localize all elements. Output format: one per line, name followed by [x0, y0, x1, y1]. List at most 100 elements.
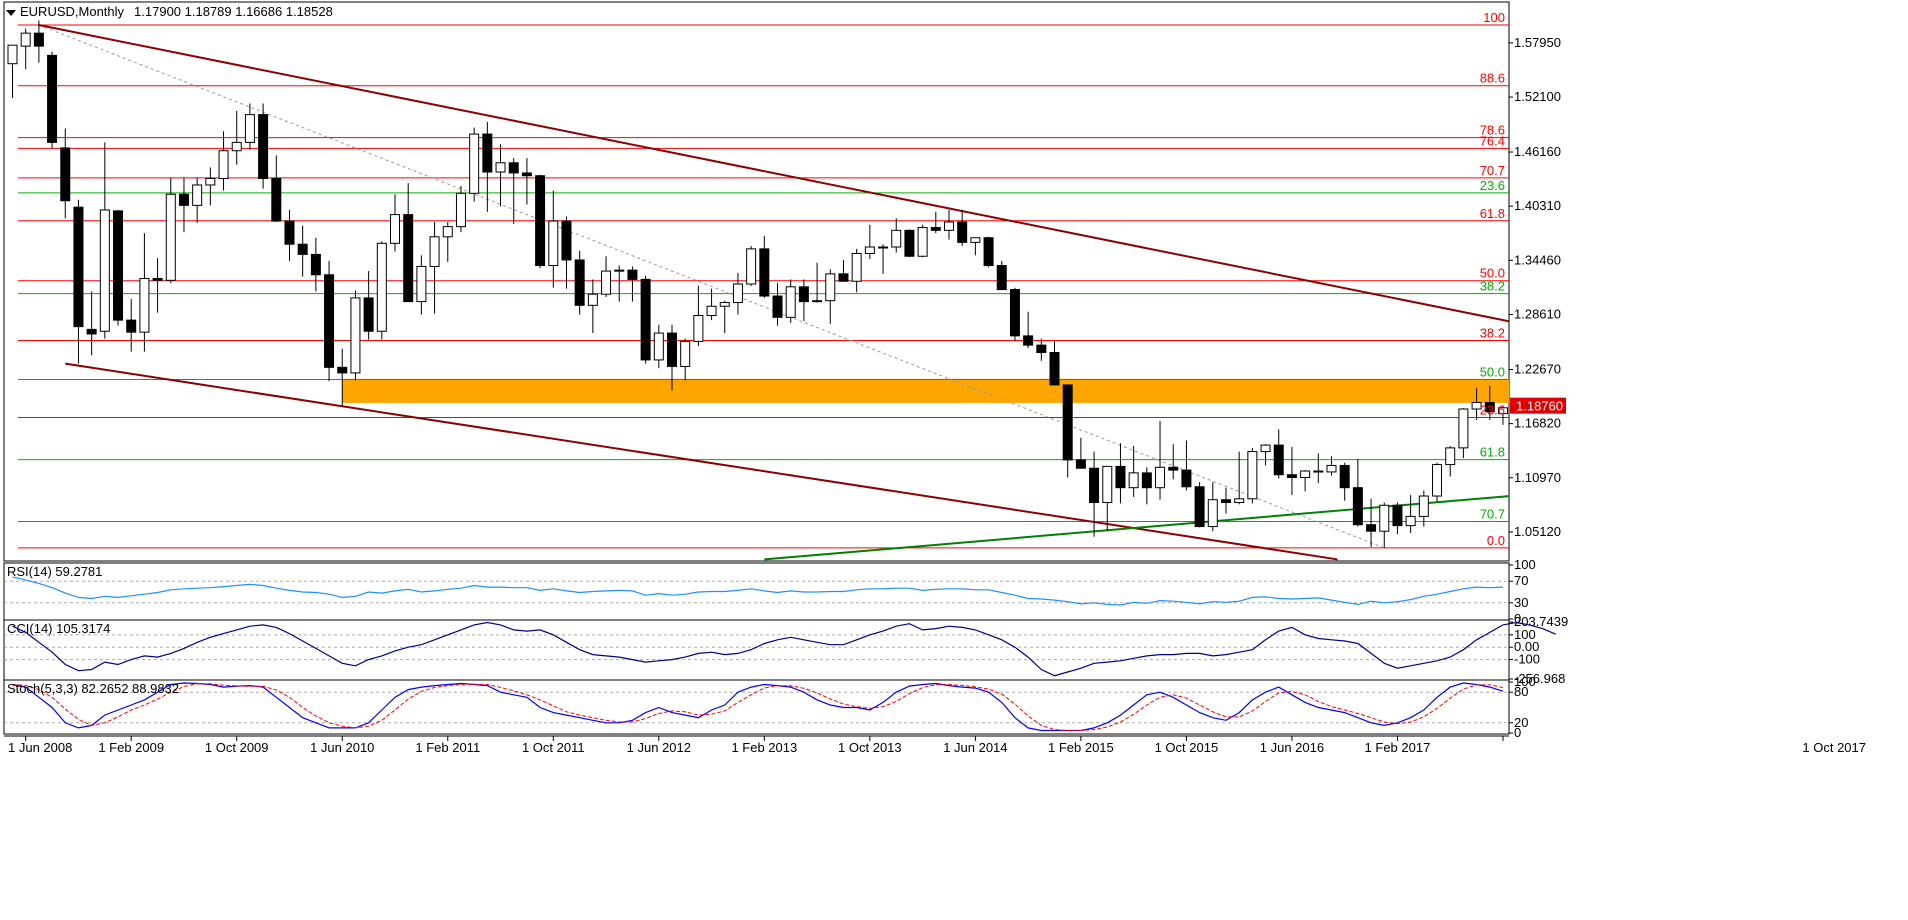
- candle-body: [1432, 464, 1443, 497]
- candle-body: [442, 226, 453, 238]
- fib-red-label: 23.6: [1480, 403, 1505, 418]
- candle-body: [878, 246, 889, 249]
- cci-line: [12, 621, 1556, 677]
- candle-body: [310, 253, 321, 276]
- cci-label: CCI(14) 105.3174: [7, 621, 110, 636]
- fib-green-label: 38.2: [1480, 279, 1505, 294]
- cci-tick-label: 203.7439: [1514, 614, 1568, 629]
- candle-body: [706, 305, 717, 317]
- candle-body: [1009, 289, 1020, 337]
- time-tick-label: 1 Oct 2009: [205, 740, 269, 755]
- candle-body: [719, 302, 730, 307]
- price-tick-label: 1.22670: [1514, 361, 1561, 376]
- price-tick-label: 1.34460: [1514, 252, 1561, 267]
- candle-body: [680, 340, 691, 367]
- candle-body: [1128, 472, 1139, 489]
- fib-red-label: 50.0: [1480, 266, 1505, 281]
- candle-body: [812, 300, 823, 303]
- candle-body: [732, 283, 743, 304]
- candle-body: [231, 141, 242, 152]
- candle-body: [271, 177, 282, 222]
- candle-body: [601, 270, 612, 295]
- candle-body: [20, 32, 31, 47]
- time-tick-label: 1 Jun 2008: [8, 740, 72, 755]
- time-tick-label: 1 Jun 2016: [1260, 740, 1324, 755]
- candle-body: [1445, 447, 1456, 466]
- candle-body: [1102, 465, 1113, 503]
- candle-body: [1471, 402, 1482, 410]
- fib-red-label: 76.4: [1480, 133, 1505, 148]
- candle-body: [1484, 402, 1495, 413]
- candle-body: [930, 227, 941, 231]
- candle-body: [113, 210, 124, 321]
- candle-body: [943, 221, 954, 231]
- fib-green-label: 61.8: [1480, 445, 1505, 460]
- candle-body: [996, 265, 1007, 291]
- candle-body: [429, 236, 440, 267]
- rsi-tick-label: 70: [1514, 573, 1528, 588]
- price-tick-label: 1.28610: [1514, 306, 1561, 321]
- candle-body: [60, 147, 71, 202]
- cci-tick-label: -100: [1514, 652, 1540, 667]
- time-tick-label: 1 Oct 2011: [522, 740, 585, 755]
- candle-body: [403, 214, 414, 303]
- stoch-panel-frame: [3, 679, 1510, 735]
- current-price-marker: [1510, 397, 1566, 414]
- symbol-label: EURUSD,Monthly: [20, 4, 125, 19]
- time-tick-label: 1 Oct 2017: [1802, 740, 1866, 755]
- candle-body: [825, 273, 836, 302]
- candle-body: [548, 220, 559, 267]
- candle-body: [1207, 499, 1218, 528]
- candle-body: [1418, 495, 1429, 517]
- candle-body: [33, 32, 44, 47]
- candle-body: [1023, 335, 1034, 346]
- candle-body: [1273, 444, 1284, 476]
- candle-body: [904, 229, 915, 257]
- candle-body: [376, 242, 387, 332]
- candle-body: [864, 246, 875, 254]
- stoch-tick-label: 0: [1514, 725, 1521, 740]
- time-tick-label: 1 Feb 2009: [98, 740, 164, 755]
- candle-body: [1326, 464, 1337, 473]
- rsi-line: [12, 576, 1504, 606]
- fib-green-label: 70.7: [1480, 506, 1505, 521]
- stoch-tick-label: 20: [1514, 715, 1528, 730]
- candle-body: [258, 114, 269, 179]
- ohlc-values: 1.17900 1.18789 1.16686 1.18528: [134, 4, 333, 19]
- candle-body: [1075, 459, 1086, 469]
- candle-body: [1115, 465, 1126, 489]
- candle-body: [1181, 469, 1192, 488]
- candle-body: [1392, 504, 1403, 527]
- candle-body: [284, 220, 295, 245]
- candle-body: [1141, 472, 1152, 489]
- candle-body: [192, 184, 203, 206]
- candle-body: [1036, 344, 1047, 354]
- candle-body: [1049, 352, 1060, 386]
- candle-body: [1220, 499, 1231, 503]
- candle-body: [1155, 466, 1166, 489]
- time-tick-label: 1 Jun 2012: [627, 740, 691, 755]
- candle-body: [1286, 474, 1297, 479]
- candle-body: [759, 248, 770, 297]
- candle-body: [627, 269, 638, 280]
- current-price-label: 1.18760: [1516, 399, 1563, 414]
- candle-body: [205, 177, 216, 186]
- stoch-tick-label: 80: [1514, 684, 1528, 699]
- candle-body: [337, 366, 348, 374]
- candle-body: [838, 273, 849, 282]
- stoch-line: [12, 682, 1504, 732]
- price-tick-label: 1.52100: [1514, 89, 1561, 104]
- menu-triangle-icon[interactable]: [6, 9, 16, 16]
- candle-body: [1366, 524, 1377, 532]
- candle-body: [957, 221, 968, 243]
- fib-red-label: 61.8: [1480, 206, 1505, 221]
- candle-body: [640, 278, 651, 361]
- channel-line: [65, 362, 1338, 561]
- resistance-zone: [342, 378, 1509, 403]
- candle-body: [614, 269, 625, 272]
- candle-body: [165, 193, 176, 281]
- channel-line: [38, 24, 1509, 323]
- price-tick-label: 1.57950: [1514, 35, 1561, 50]
- candle-body: [7, 44, 18, 65]
